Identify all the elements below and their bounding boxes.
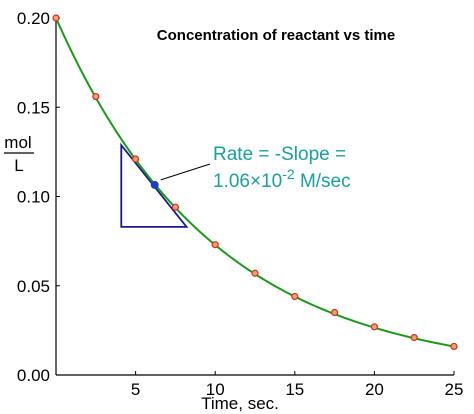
- y-tick-label: 0.05: [17, 277, 50, 296]
- data-point: [251, 269, 259, 277]
- y-axis-label: mol L: [4, 133, 34, 175]
- tangent-point: [150, 180, 159, 189]
- annotation-unit: M/sec: [300, 171, 351, 192]
- y-tick-label: 0.15: [17, 98, 50, 117]
- y-label-denominator: L: [14, 156, 23, 175]
- data-point: [410, 333, 418, 342]
- annotation-leader-line: [160, 163, 211, 181]
- x-tick-label: 20: [365, 380, 384, 399]
- chart-title: Concentration of reactant vs time: [157, 27, 395, 44]
- data-point: [450, 342, 458, 351]
- axes: [55, 17, 455, 376]
- y-label-numerator: mol: [4, 133, 31, 152]
- x-axis-label: Time, sec.: [201, 394, 279, 413]
- data-point: [132, 155, 140, 163]
- data-point: [291, 292, 299, 301]
- data-point: [171, 203, 179, 211]
- y-tick-label: 0.00: [17, 366, 50, 385]
- y-tick-label: 0.10: [17, 188, 50, 207]
- annotation-mantissa: 1.06×10: [213, 171, 282, 192]
- y-tick-label: 0.20: [17, 9, 50, 28]
- data-point: [370, 323, 378, 331]
- data-point: [211, 241, 219, 249]
- x-tick-label: 15: [285, 380, 304, 399]
- data-point: [52, 14, 60, 22]
- x-tick-label: 10: [206, 380, 225, 399]
- annotation-exponent: -2: [282, 166, 295, 182]
- tick-labels: 0.00 0.05 0.10 0.15 0.20 5 10 15 20 25: [17, 9, 464, 399]
- data-points: [52, 14, 458, 351]
- x-tick-label: 25: [445, 380, 464, 399]
- annotation-rate-line: Rate = -Slope =: [213, 144, 346, 165]
- annotation-value-line: 1.06×10-2 M/sec: [213, 166, 351, 192]
- data-point: [331, 308, 339, 317]
- x-tick-label: 5: [131, 380, 140, 399]
- data-point: [92, 92, 100, 101]
